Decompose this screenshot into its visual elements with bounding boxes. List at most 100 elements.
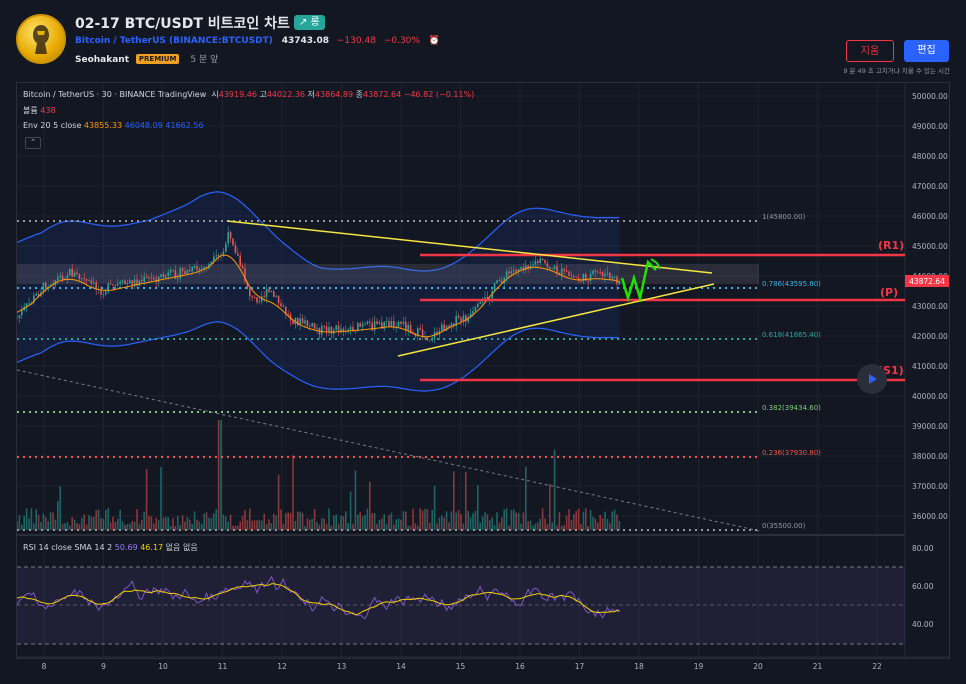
- volume-bar: [433, 485, 436, 530]
- volume-bar: [109, 522, 112, 530]
- candle-body: [275, 295, 277, 297]
- envelope-legend[interactable]: Env 20 5 close 43855.33 46048.09 41662.5…: [23, 121, 204, 130]
- candle-body: [253, 297, 256, 299]
- pivot-label: (P): [880, 286, 898, 299]
- candle-body: [42, 282, 45, 293]
- candle-body: [599, 271, 601, 273]
- rsi-legend[interactable]: RSI 14 close SMA 14 2 50.69 46.17 없음 없음: [23, 543, 198, 552]
- price-axis-tick: 36000.00: [912, 512, 948, 521]
- candle-body: [606, 272, 609, 274]
- delete-button[interactable]: 지움: [846, 40, 894, 62]
- volume-bar: [393, 524, 395, 530]
- price-axis[interactable]: 50000.00 49000.00 48000.00 47000.00 46000.00…: [912, 92, 948, 521]
- volume-bar: [349, 491, 352, 530]
- time-axis[interactable]: 8 9 10 11 12 13 14 15 16 17 18 19 20 21 22: [42, 662, 882, 671]
- candle-body: [313, 323, 316, 329]
- volume-bar: [93, 517, 95, 530]
- candle-body: [112, 284, 114, 286]
- volume-bar: [148, 515, 150, 530]
- rsi-axis-tick: 80.00: [912, 544, 934, 553]
- volume-bar: [613, 509, 616, 530]
- author-avatar[interactable]: [16, 14, 66, 64]
- volume-bar: [297, 511, 299, 530]
- volume-bar: [505, 508, 508, 530]
- volume-bar: [100, 518, 102, 530]
- candle-body: [417, 328, 419, 337]
- forecast-zigzag[interactable]: [620, 259, 657, 303]
- volume-bar: [105, 510, 107, 530]
- volume-bar: [457, 510, 460, 530]
- volume-legend[interactable]: 볼륨 438: [23, 106, 56, 115]
- volume-bar: [563, 524, 565, 530]
- time-axis-tick: 9: [101, 662, 106, 671]
- volume-bar: [28, 518, 30, 530]
- replay-play-button[interactable]: [857, 364, 887, 394]
- volume-bar: [114, 521, 117, 530]
- volume-bar: [474, 510, 477, 530]
- collapse-legend-button[interactable]: ⌃: [25, 137, 41, 149]
- price-axis-tick: 39000.00: [912, 422, 948, 431]
- ascending-trendline[interactable]: [397, 283, 715, 357]
- candle-body: [589, 273, 592, 282]
- candle-body: [561, 268, 563, 275]
- volume-bar: [30, 508, 33, 530]
- volume-bar: [537, 522, 539, 530]
- symbol-link[interactable]: Bitcoin / TetherUS (BINANCE:BTCUSDT): [75, 36, 273, 46]
- volume-bar: [354, 470, 357, 530]
- candle-body: [35, 293, 37, 296]
- volume-bar: [481, 516, 484, 530]
- volume-bar: [138, 523, 141, 530]
- volume-bar: [40, 521, 42, 530]
- volume-bar: [42, 513, 45, 530]
- candle-body: [325, 326, 328, 333]
- descending-trendline[interactable]: [226, 220, 713, 274]
- candle-body: [186, 269, 189, 274]
- candle-body: [575, 277, 577, 279]
- volume-bar: [330, 525, 333, 530]
- ohlc-legend: Bitcoin / TetherUS · 30 · BINANCE Tradin…: [23, 90, 475, 99]
- volume-bar: [431, 510, 433, 530]
- chart-container[interactable]: [16, 82, 950, 659]
- volume-bar: [117, 518, 119, 530]
- candle-body: [525, 265, 527, 271]
- edit-time-note: 9 분 49 초 고치거나 지울 수 있는 시간: [843, 67, 950, 75]
- candle-body: [160, 274, 162, 277]
- candle-body: [105, 291, 107, 294]
- volume-bar: [294, 520, 297, 530]
- volume-bar: [205, 512, 208, 530]
- candle-body: [361, 324, 364, 327]
- candle-body: [443, 324, 445, 331]
- fib-label-1: 1(45800.00): [762, 213, 806, 221]
- volume-bar: [213, 513, 215, 530]
- candle-body: [244, 268, 246, 282]
- dashed-diagonal-line[interactable]: [17, 369, 761, 532]
- alarm-clock-icon[interactable]: ⏰: [428, 36, 441, 46]
- volume-bar: [25, 508, 28, 530]
- envelope-lower-line: [17, 321, 620, 392]
- volume-bar: [52, 512, 54, 530]
- candle-body: [33, 295, 35, 303]
- author-name[interactable]: Seohakant: [75, 55, 130, 65]
- candle-body: [412, 333, 414, 335]
- candle-body: [501, 280, 503, 284]
- rsi-axis-tick: 60.00: [912, 582, 934, 591]
- candle-body: [227, 232, 229, 244]
- candle-body: [237, 253, 239, 256]
- volume-bar: [589, 510, 592, 530]
- rsi-axis[interactable]: 80.00 60.00 40.00: [912, 544, 934, 629]
- edit-button[interactable]: 편집: [904, 40, 949, 62]
- candle-body: [342, 328, 345, 332]
- volume-bar: [270, 522, 273, 530]
- candle-body: [390, 320, 393, 327]
- volume-bar: [261, 520, 263, 530]
- candle-body: [549, 267, 551, 270]
- idea-header: 02-17 BTC/USDT 비트코인 차트 분석 ↗ 롱 Bitcoin / …: [0, 0, 966, 80]
- volume-bar: [534, 523, 537, 530]
- volume-bar: [421, 510, 424, 530]
- volume-bar: [201, 524, 203, 530]
- volume-bar: [369, 481, 371, 530]
- volume-bar: [258, 519, 261, 530]
- volume-bar: [311, 518, 313, 530]
- idea-title: 02-17 BTC/USDT 비트코인 차트 분석: [75, 16, 321, 32]
